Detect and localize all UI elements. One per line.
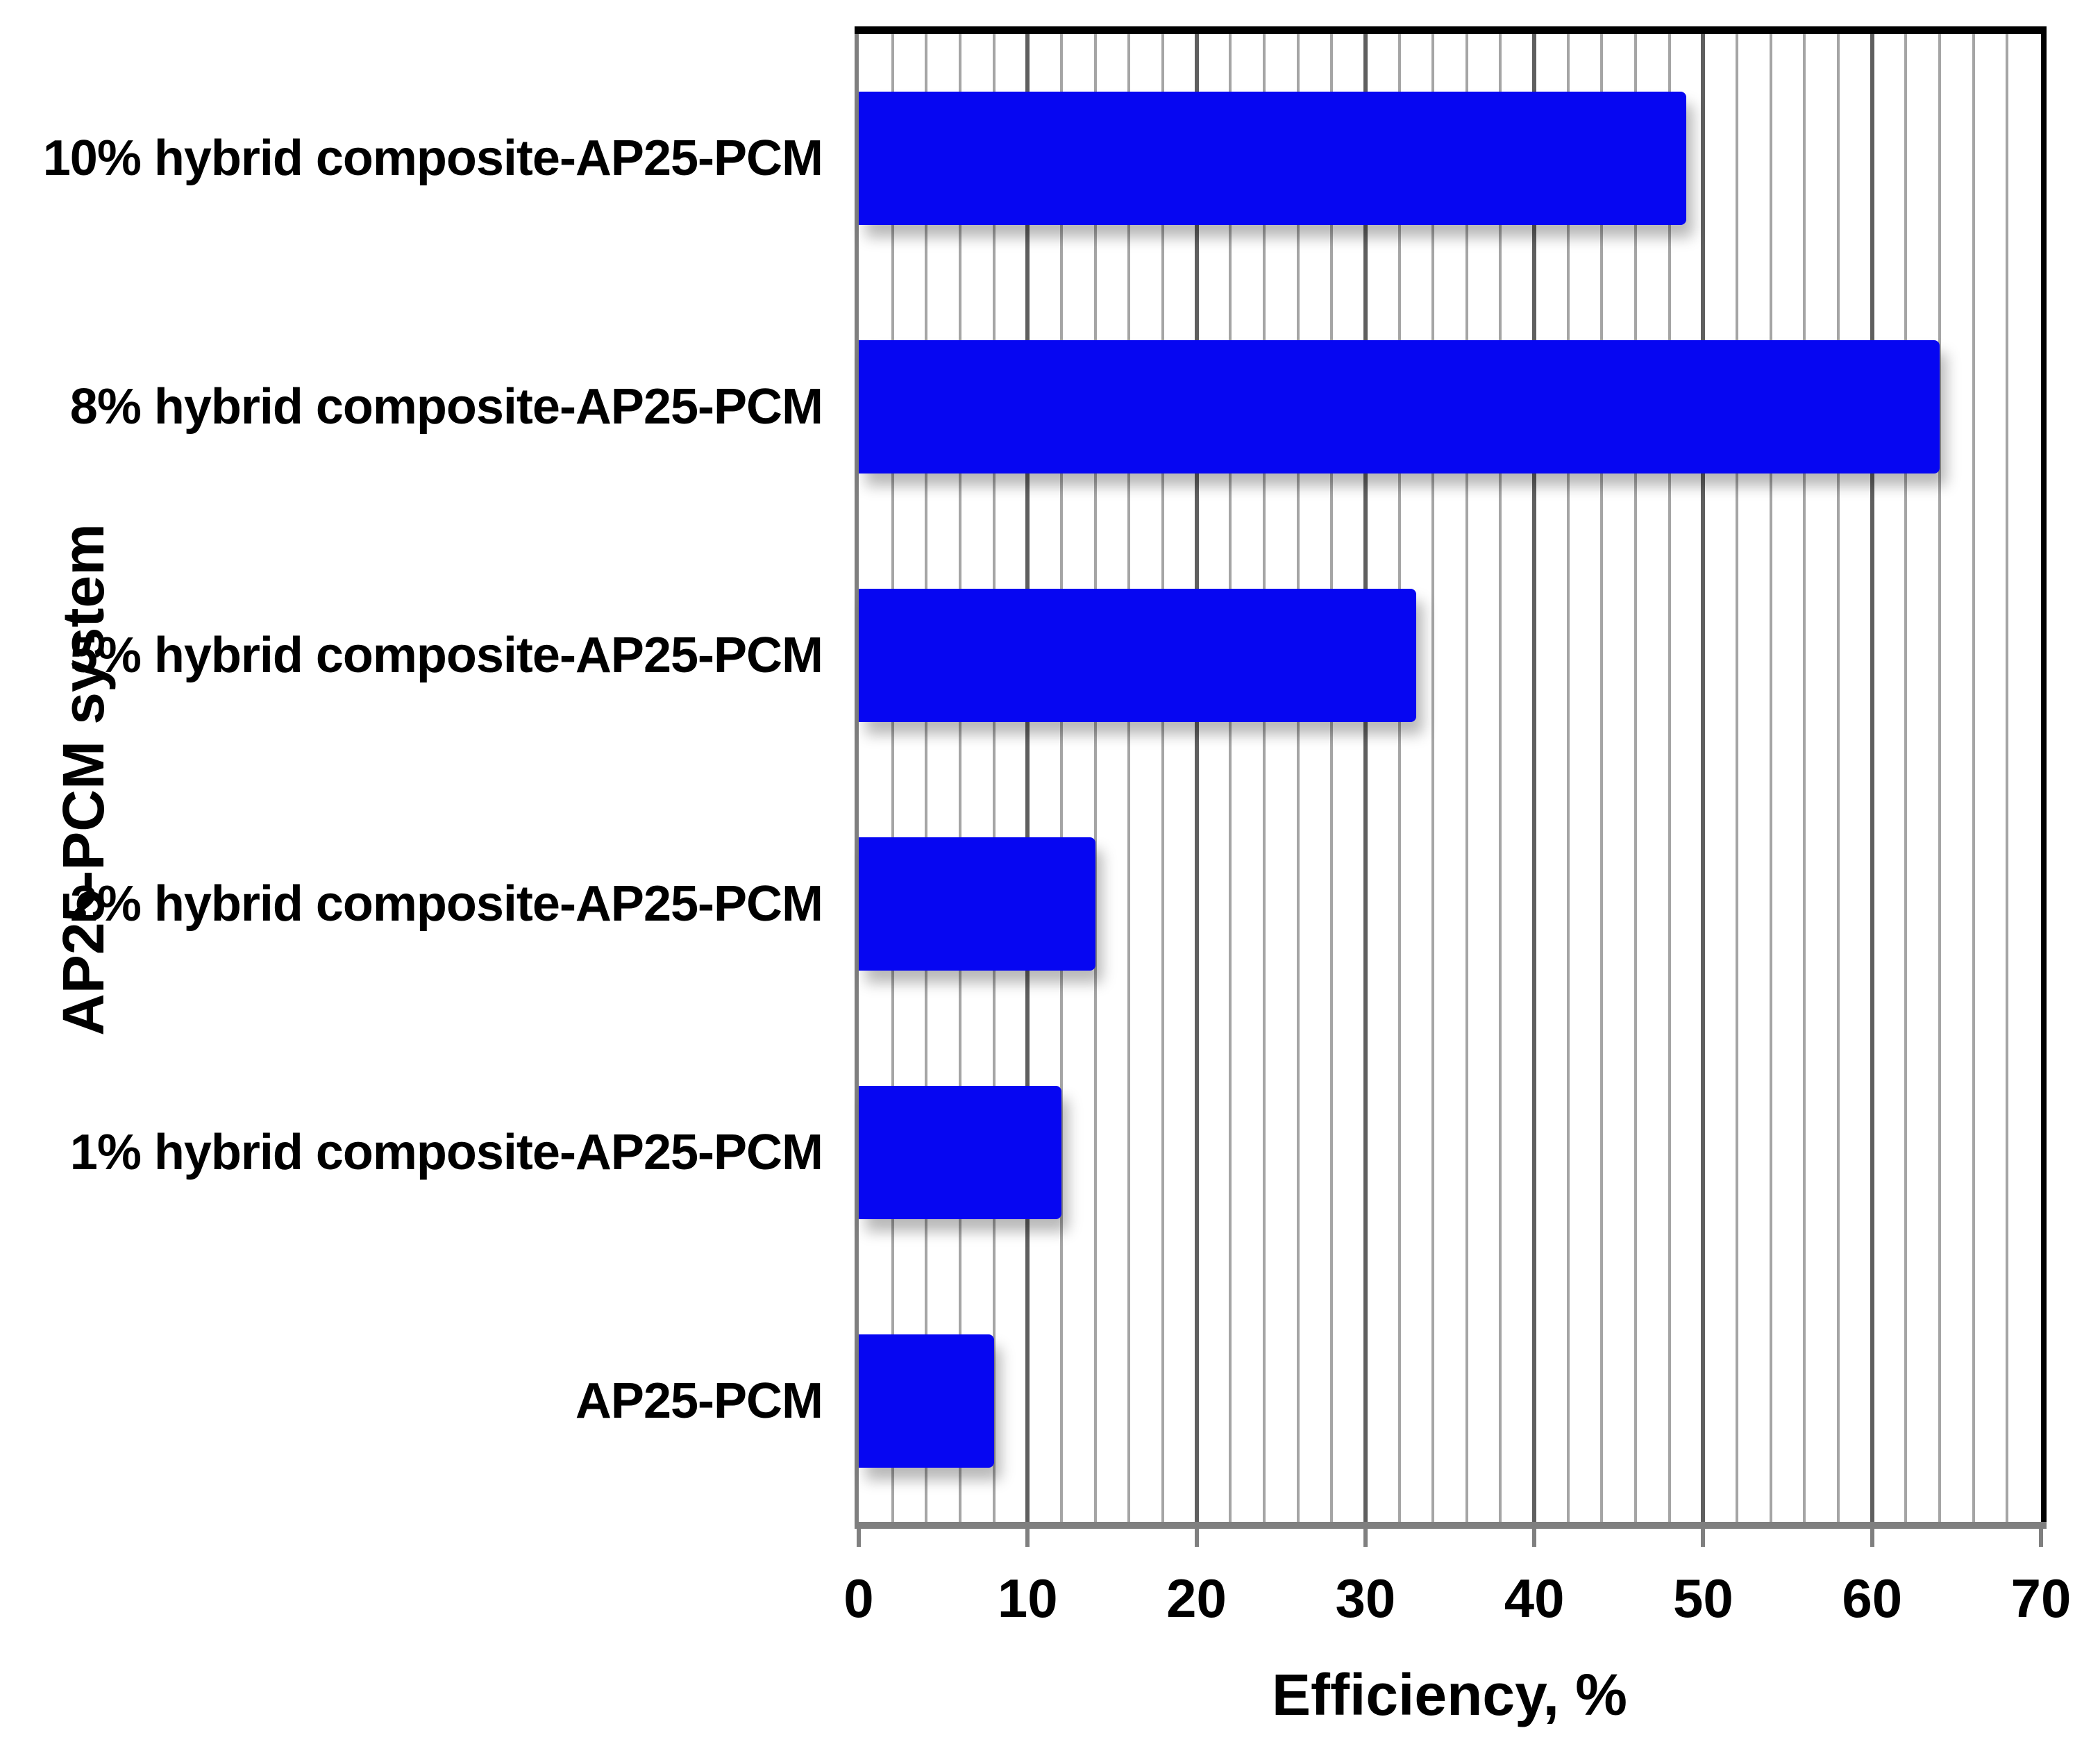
gridline-minor xyxy=(891,34,894,1525)
x-tick-label: 60 xyxy=(1842,1568,1903,1629)
gridline-minor xyxy=(1465,34,1468,1525)
category-label: AP25-PCM xyxy=(575,1373,823,1429)
gridline-minor xyxy=(1904,34,1908,1525)
x-tick-mark xyxy=(1363,1529,1368,1547)
x-tick-mark xyxy=(1701,1529,1706,1547)
plot-area xyxy=(855,26,2047,1529)
x-tick-label: 70 xyxy=(2010,1568,2072,1629)
x-tick-label: 30 xyxy=(1335,1568,1396,1629)
gridline-minor xyxy=(1262,34,1266,1525)
gridline-minor xyxy=(1566,34,1570,1525)
y-axis-line xyxy=(855,34,859,1525)
category-label: 8% hybrid composite-AP25-PCM xyxy=(69,379,823,435)
bars-layer xyxy=(859,34,2041,1525)
gridline-minor xyxy=(1296,34,1300,1525)
category-label: 2% hybrid composite-AP25-PCM xyxy=(69,876,823,932)
x-tick-label: 10 xyxy=(997,1568,1058,1629)
bar xyxy=(859,1086,1061,1219)
bar xyxy=(859,340,1940,473)
gridline-minor xyxy=(1229,34,1232,1525)
gridline-minor xyxy=(1837,34,1840,1525)
x-axis-title: Efficiency, % xyxy=(1272,1662,1627,1727)
gridline-minor xyxy=(1736,34,1739,1525)
gridline-major xyxy=(1532,34,1537,1525)
gridline-minor xyxy=(1803,34,1806,1525)
gridline-major xyxy=(1363,34,1368,1525)
x-tick-mark xyxy=(857,1529,861,1547)
category-label: 10% hybrid composite-AP25-PCM xyxy=(42,131,823,186)
x-tick-label: 50 xyxy=(1673,1568,1733,1629)
bar xyxy=(859,1334,994,1468)
gridline-major xyxy=(1194,34,1199,1525)
x-tick-mark xyxy=(1025,1529,1030,1547)
x-tick-mark xyxy=(1532,1529,1537,1547)
gridline-minor xyxy=(958,34,961,1525)
x-axis-line xyxy=(855,1522,2047,1529)
bar xyxy=(859,92,1687,225)
gridline-minor xyxy=(1431,34,1435,1525)
bar xyxy=(859,589,1416,722)
gridline-minor xyxy=(925,34,928,1525)
gridline-major xyxy=(1025,34,1030,1525)
x-tick-mark xyxy=(1194,1529,1199,1547)
gridline-minor xyxy=(1668,34,1671,1525)
x-tick-label: 40 xyxy=(1504,1568,1565,1629)
gridline-minor xyxy=(1093,34,1097,1525)
x-tick-label: 0 xyxy=(843,1568,874,1629)
gridline-major xyxy=(1701,34,1706,1525)
category-label: 1% hybrid composite-AP25-PCM xyxy=(69,1125,823,1180)
gridline-minor xyxy=(2006,34,2009,1525)
gridline-minor xyxy=(1634,34,1638,1525)
x-tick-mark xyxy=(2039,1529,2043,1547)
gridline-minor xyxy=(1161,34,1164,1525)
gridline-minor xyxy=(1397,34,1401,1525)
plot-border-right xyxy=(2041,26,2047,1525)
gridline-minor xyxy=(992,34,996,1525)
x-tick-mark xyxy=(1870,1529,1874,1547)
gridline-minor xyxy=(1127,34,1131,1525)
category-label: 5% hybrid composite-AP25-PCM xyxy=(69,628,823,683)
gridline-minor xyxy=(1769,34,1772,1525)
gridline-minor xyxy=(1972,34,1975,1525)
gridline-major xyxy=(1870,34,1874,1525)
gridline-minor xyxy=(1059,34,1063,1525)
grid-layer xyxy=(859,34,2041,1525)
gridline-minor xyxy=(1600,34,1604,1525)
bar xyxy=(859,837,1095,971)
gridline-minor xyxy=(1330,34,1334,1525)
gridline-minor xyxy=(1499,34,1502,1525)
gridline-minor xyxy=(1938,34,1942,1525)
x-tick-label: 20 xyxy=(1166,1568,1227,1629)
plot-border-top xyxy=(855,26,2047,34)
